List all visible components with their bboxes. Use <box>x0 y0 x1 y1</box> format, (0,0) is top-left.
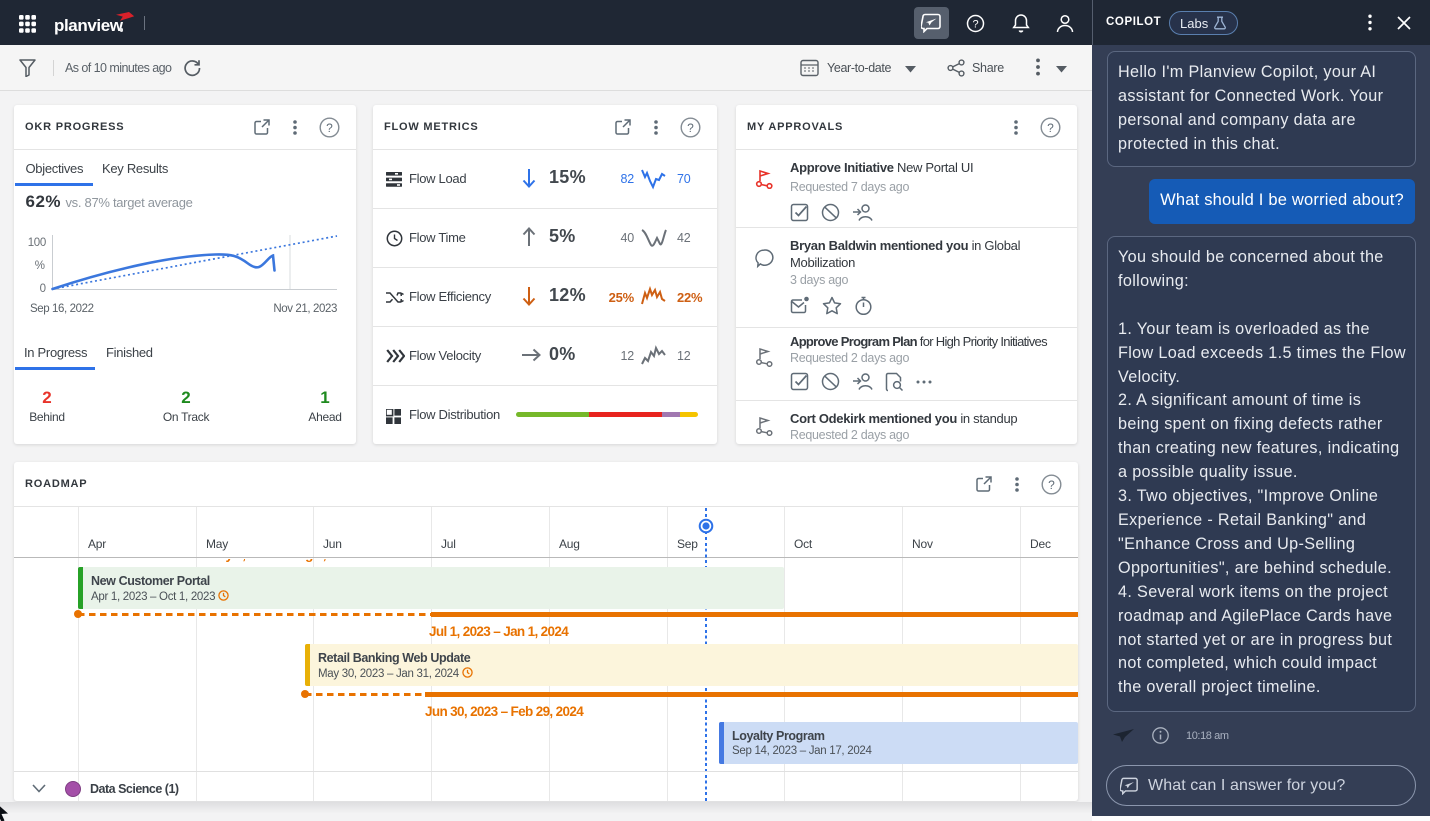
svg-text:?: ? <box>687 120 694 134</box>
svg-text:Sep 16, 2022: Sep 16, 2022 <box>30 303 94 315</box>
svg-text:%: % <box>35 260 45 272</box>
svg-text:?: ? <box>326 120 333 134</box>
svg-text:100: 100 <box>28 237 46 249</box>
svg-text:?: ? <box>972 18 978 30</box>
svg-text:?: ? <box>1048 477 1055 491</box>
svg-text:Nov 21, 2023: Nov 21, 2023 <box>273 303 337 315</box>
svg-text:?: ? <box>1047 120 1054 134</box>
svg-text:0: 0 <box>40 283 46 295</box>
